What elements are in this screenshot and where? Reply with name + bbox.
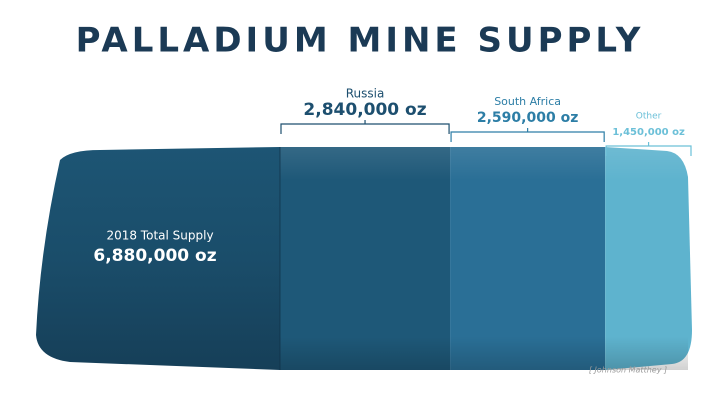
bracket (450, 128, 605, 142)
segment-value: 2,590,000 oz (477, 110, 578, 126)
total-value: 6,880,000 oz (93, 246, 216, 266)
ingot-end-face (36, 147, 280, 370)
ingot-shading (280, 147, 688, 370)
segment-name: Russia (346, 87, 385, 101)
chart-title: PALLADIUM MINE SUPPLY (76, 21, 645, 61)
total-name: 2018 Total Supply (106, 229, 213, 243)
segment-value: 2,840,000 oz (303, 100, 426, 120)
source: [ Johnson Matthey ] (589, 366, 667, 375)
bracket (280, 120, 450, 134)
segment-name: Other (636, 112, 662, 122)
ingot-body (279, 147, 692, 370)
segment-value: 1,450,000 oz (612, 127, 685, 138)
segment-name: South Africa (494, 95, 561, 108)
bracket (605, 142, 692, 156)
